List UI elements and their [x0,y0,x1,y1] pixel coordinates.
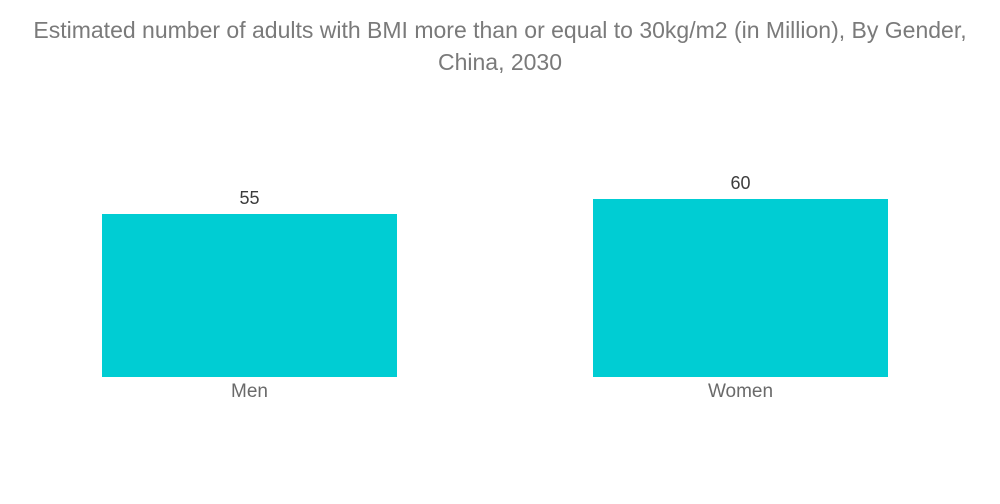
chart-title: Estimated number of adults with BMI more… [0,0,1000,78]
value-label-men: 55 [239,188,260,208]
category-label-men: Men [231,381,268,402]
chart-title-line2: China, 2030 [437,49,563,75]
bar-group-women: 60 Women [593,174,888,405]
bar-group-men: 55 Men [102,189,397,405]
bar-women [593,199,888,377]
bar-men [102,214,397,377]
category-label-women: Women [707,381,774,402]
plot-area: 55 Men 60 Women [102,174,888,405]
value-label-women: 60 [730,173,751,193]
chart-title-line1: Estimated number of adults with BMI more… [33,17,967,43]
